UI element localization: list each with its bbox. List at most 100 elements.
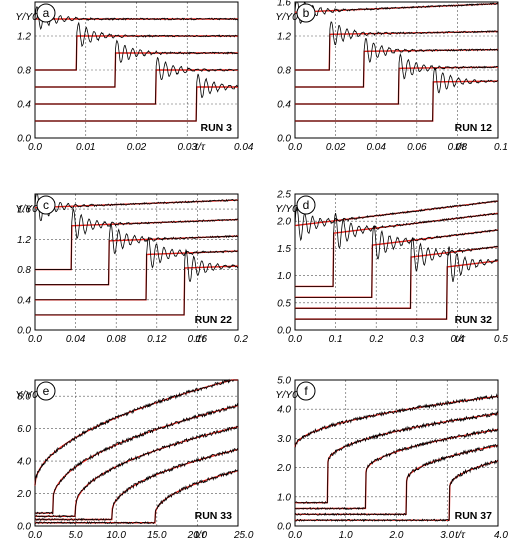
x-tick-label: 0.0 — [28, 530, 42, 541]
x-tick-label: 25.0 — [233, 530, 254, 541]
series-data-4 — [34, 447, 239, 522]
y-tick-label: 1.5 — [277, 244, 291, 255]
x-tick-label: 0.02 — [326, 142, 346, 153]
series-data-5 — [35, 73, 239, 122]
y-tick-label: 0.0 — [17, 326, 31, 337]
y-tick-label: 0.4 — [277, 100, 291, 111]
x-tick-label: 3.0 — [440, 530, 454, 541]
x-tick-label: 0.0 — [288, 334, 302, 345]
run-label: RUN 33 — [195, 510, 233, 522]
y-tick-label: 0.8 — [277, 66, 291, 77]
x-axis-label: t/τ — [455, 529, 466, 541]
series-model-5 — [295, 260, 499, 320]
plot-frame — [294, 193, 499, 331]
x-tick-label: 1.0 — [339, 530, 353, 541]
series-data-4 — [295, 237, 499, 309]
plot-frame — [294, 379, 499, 527]
x-tick-label: 10.0 — [106, 530, 126, 541]
x-tick-label: 0.04 — [366, 142, 386, 153]
y-axis-label: Y/Y0 — [15, 389, 38, 401]
x-tick-label: 0.08 — [106, 334, 126, 345]
y-tick-label: 0.8 — [17, 265, 31, 276]
y-tick-label: 0.4 — [17, 100, 31, 111]
x-tick-label: 0.0 — [288, 530, 302, 541]
x-tick-label: 0.04 — [234, 142, 254, 153]
x-tick-label: 0.4 — [450, 334, 464, 345]
y-tick-label: 2.0 — [16, 489, 31, 500]
series-data-2 — [34, 402, 239, 515]
y-tick-label: 3.0 — [277, 434, 291, 445]
y-tick-label: 0.0 — [17, 134, 31, 145]
panel-label-circle — [36, 195, 56, 215]
series-model-3 — [35, 235, 239, 286]
series-model-1 — [34, 379, 238, 486]
series-data-1 — [294, 1, 499, 25]
y-tick-label: 0.4 — [17, 295, 31, 306]
panel-label-circle — [36, 381, 56, 401]
y-tick-label: 1.0 — [277, 492, 291, 503]
series-data-1 — [34, 378, 238, 486]
y-tick-label: 1.6 — [277, 0, 291, 9]
x-axis-label: t/τ — [195, 333, 206, 345]
y-tick-label: 0.0 — [277, 326, 291, 337]
run-label: RUN 12 — [455, 122, 493, 134]
panel-label-circle — [296, 381, 316, 401]
series-data-3 — [35, 39, 239, 88]
y-axis-label: Y/Y0 — [15, 11, 38, 23]
x-tick-label: 15.0 — [147, 530, 167, 541]
panel-c: 0.0 0.04 0.08 0.12 0.16 0.2 0.0 0.4 0.8 1.2 1.6Y/Y… — [15, 193, 248, 345]
y-tick-label: 1.6 — [17, 205, 31, 216]
x-tick-label: 20.0 — [187, 530, 208, 541]
y-tick-label: 4.0 — [17, 457, 31, 468]
x-tick-label: 0.0 — [28, 334, 42, 345]
y-tick-label: 0.8 — [17, 66, 31, 77]
panel-label-circle — [36, 3, 56, 23]
series-data-5 — [295, 67, 499, 122]
x-axis-label: t/τ — [455, 333, 466, 345]
run-label: RUN 32 — [455, 314, 493, 326]
x-tick-label: 5.0 — [69, 530, 83, 541]
x-tick-label: 0.3 — [410, 334, 424, 345]
x-tick-label: 0.01 — [76, 142, 95, 153]
panel-label: c — [43, 198, 49, 212]
x-tick-label: 0.2 — [234, 334, 248, 345]
y-tick-label: 5.0 — [277, 376, 291, 387]
series-model-3 — [35, 426, 239, 517]
series-model-4 — [295, 444, 499, 516]
x-axis-label: t/τ — [455, 141, 466, 153]
x-tick-label: 0.1 — [494, 142, 508, 153]
series-model-2 — [35, 218, 239, 271]
x-tick-label: 4.0 — [494, 530, 508, 541]
series-data-3 — [294, 427, 499, 511]
panel-d: 0.0 0.1 0.2 0.3 0.4 0.5 0.0 0.5 1.0 1.5 2.0 2.5 Y/Y0… — [275, 190, 508, 346]
panel-e: 0.0 5.0 10.0 15.0 20.0 25.0 0.0 2.0 4.0 6.0 8.0Y/Y… — [15, 378, 254, 541]
x-tick-label: 0.0 — [28, 142, 42, 153]
series-data-5 — [294, 459, 499, 523]
y-axis-label: Y/Y0 — [275, 389, 298, 401]
series-data-2 — [295, 21, 499, 71]
series-data-1 — [34, 5, 239, 30]
panel-label: d — [303, 198, 310, 212]
run-label: RUN 37 — [455, 510, 493, 522]
x-tick-label: 0.1 — [329, 334, 343, 345]
y-tick-label: 0.5 — [277, 298, 291, 309]
x-tick-label: 0.08 — [448, 142, 468, 153]
series-data-2 — [35, 21, 239, 71]
series-model-4 — [295, 245, 499, 309]
series-data-4 — [294, 443, 499, 517]
y-axis-label: Y/Y0 — [15, 203, 38, 215]
y-tick-label: 2.0 — [276, 463, 291, 474]
panel-b: 0.0 0.02 0.04 0.06 0.08 0.1 0.0 0.4 0.8 1.2 1.6 Y/Y… — [275, 0, 508, 153]
y-axis-label: Y/Y0 — [275, 11, 298, 23]
y-axis-label: Y/Y0 — [275, 203, 298, 215]
y-tick-label: 8.0 — [17, 392, 31, 403]
x-tick-label: 0.06 — [407, 142, 427, 153]
y-tick-label: 2.5 — [276, 190, 291, 201]
series-data-2 — [35, 208, 239, 270]
series-model-5 — [35, 265, 239, 316]
series-data-2 — [294, 411, 499, 505]
plot-frame — [34, 193, 239, 331]
x-tick-label: 0.02 — [127, 142, 147, 153]
y-tick-label: 0.0 — [277, 134, 291, 145]
x-tick-label: 0.03 — [178, 142, 198, 153]
